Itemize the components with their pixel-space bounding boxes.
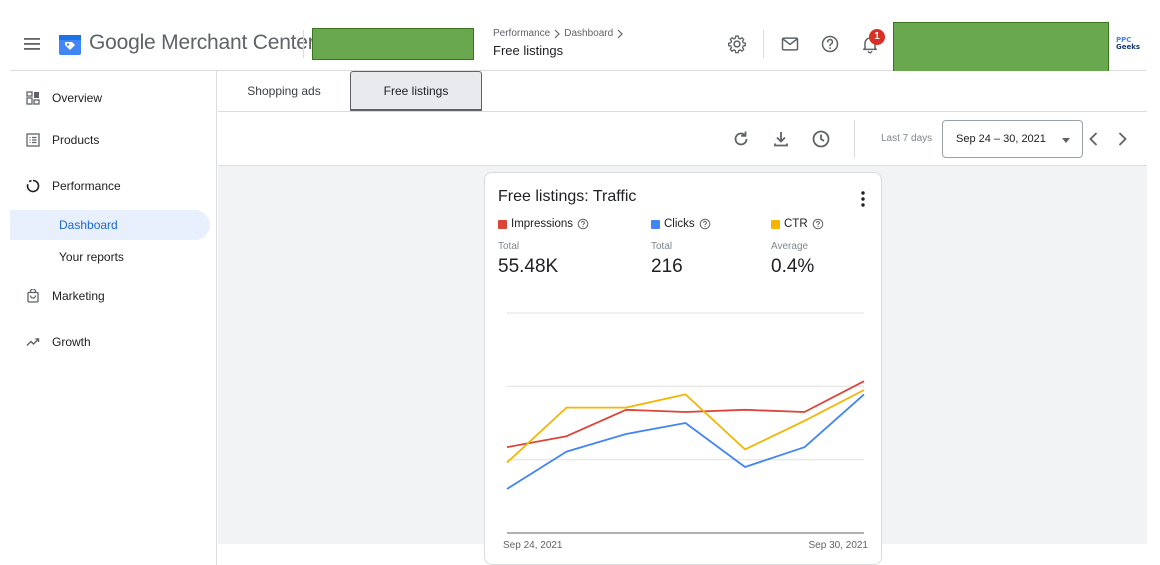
series-line-impressions[interactable] — [506, 380, 865, 449]
help-icon[interactable] — [577, 218, 589, 230]
metric-ctr[interactable]: CTR Average 0.4% — [771, 218, 824, 278]
sidebar-item-marketing[interactable]: Marketing — [10, 281, 210, 311]
tab-bar: Shopping ads Free listings — [218, 71, 1147, 112]
help-icon[interactable] — [812, 218, 824, 230]
metric-name: CTR — [784, 218, 808, 230]
left-navigation: Overview Products Performance Dashboard … — [10, 71, 217, 565]
divider — [303, 30, 304, 58]
chevron-left-icon[interactable] — [1084, 129, 1104, 149]
sidebar-item-label: Marketing — [52, 289, 105, 303]
series-line-clicks[interactable] — [506, 393, 865, 490]
tab-label: Free listings — [383, 83, 449, 98]
date-range-select[interactable]: Sep 24 – 30, 2021 — [942, 120, 1083, 158]
download-icon[interactable] — [771, 129, 791, 149]
legend-swatch — [771, 219, 780, 229]
traffic-card: Free listings: Traffic Impressions Total… — [484, 172, 882, 565]
sidebar-item-products[interactable]: Products — [10, 125, 210, 155]
merchant-center-logo-icon[interactable] — [58, 32, 82, 56]
metric-sub-label: Average — [771, 241, 809, 252]
page-title: Free listings — [493, 43, 564, 58]
brand-title[interactable]: Google Merchant Center — [89, 31, 315, 55]
x-tick-label: Sep 30, 2021 — [809, 540, 869, 551]
divider — [763, 30, 764, 58]
top-app-bar: Google Merchant Center Performance Dashb… — [10, 0, 1146, 72]
sidebar-item-label: Overview — [52, 91, 103, 105]
dropdown-caret-icon — [1062, 138, 1070, 143]
metric-value: 0.4% — [771, 256, 815, 277]
date-range-label: Last 7 days — [881, 133, 933, 144]
chevron-right-icon[interactable] — [1112, 129, 1132, 149]
brand-google: Google — [89, 31, 156, 54]
sidebar-item-label: Performance — [52, 179, 121, 193]
more-options-icon[interactable] — [857, 190, 869, 208]
tab-shopping-ads[interactable]: Shopping ads — [218, 71, 350, 111]
tab-label: Shopping ads — [247, 84, 321, 98]
breadcrumb: Performance Dashboard Free listings — [493, 28, 624, 58]
report-toolbar: Last 7 days Sep 24 – 30, 2021 — [218, 112, 1147, 166]
marketing-icon — [27, 289, 39, 303]
metric-value: 216 — [651, 256, 683, 277]
refresh-icon[interactable] — [731, 129, 751, 149]
chevron-right-icon — [554, 29, 561, 38]
metric-name: Clicks — [664, 218, 695, 230]
help-icon[interactable] — [820, 34, 840, 54]
help-icon[interactable] — [699, 218, 711, 230]
divider — [854, 120, 855, 158]
sidebar-item-label: Products — [52, 133, 100, 147]
growth-trend-icon — [26, 338, 40, 346]
sidebar-item-performance[interactable]: Performance — [10, 171, 210, 201]
sidebar-item-overview[interactable]: Overview — [10, 83, 210, 113]
sidebar-item-label: Growth — [52, 335, 91, 349]
history-clock-icon[interactable] — [811, 129, 831, 149]
metric-name: Impressions — [511, 218, 573, 230]
overview-icon — [26, 91, 40, 105]
traffic-line-chart: Sep 24, 2021 Sep 30, 2021 — [503, 312, 869, 551]
metric-clicks[interactable]: Clicks Total 216 — [651, 218, 711, 278]
ppc-geeks-logo: PPC Geeks — [1116, 36, 1141, 51]
notification-badge: 1 — [869, 29, 885, 45]
performance-icon — [26, 179, 40, 193]
sidebar-item-label: Dashboard — [59, 218, 118, 232]
sidebar-item-dashboard[interactable]: Dashboard — [10, 210, 210, 240]
settings-gear-icon[interactable] — [727, 34, 747, 54]
metric-value: 55.48K — [498, 256, 559, 277]
breadcrumb-performance[interactable]: Performance — [493, 28, 551, 39]
mail-icon[interactable] — [780, 34, 800, 54]
sidebar-item-your-reports[interactable]: Your reports — [10, 242, 210, 272]
chevron-right-icon — [617, 29, 624, 38]
metric-sub-label: Total — [498, 241, 520, 252]
redacted-account-info — [893, 22, 1109, 72]
brand-product: Merchant Center — [161, 31, 315, 54]
metric-sub-label: Total — [651, 241, 673, 252]
date-range-value: Sep 24 – 30, 2021 — [956, 133, 1046, 145]
legend-swatch — [498, 219, 507, 229]
sidebar-item-growth[interactable]: Growth — [10, 327, 210, 357]
tab-free-listings[interactable]: Free listings — [350, 71, 482, 111]
metric-impressions[interactable]: Impressions Total 55.48K — [498, 218, 589, 278]
legend-swatch — [651, 219, 660, 229]
x-tick-label: Sep 24, 2021 — [503, 540, 563, 551]
series-line-ctr[interactable] — [506, 389, 865, 464]
breadcrumb-dashboard[interactable]: Dashboard — [564, 28, 614, 39]
hamburger-menu-icon[interactable] — [23, 35, 41, 53]
card-title: Free listings: Traffic — [498, 188, 637, 205]
redacted-account-name — [312, 28, 474, 60]
products-icon — [26, 133, 40, 147]
sidebar-item-label: Your reports — [59, 250, 124, 264]
